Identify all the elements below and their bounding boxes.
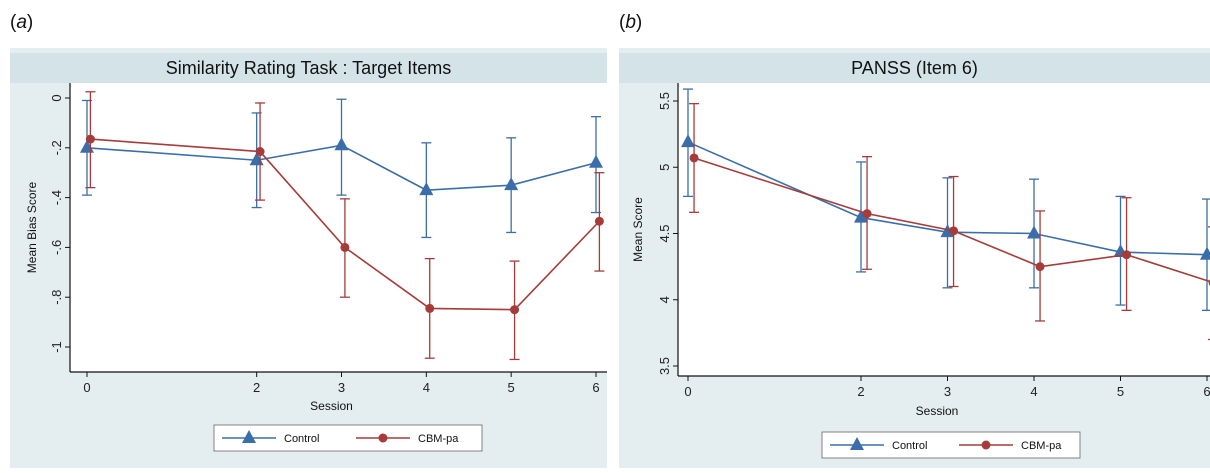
data-point-triangle bbox=[1027, 225, 1041, 239]
series-line bbox=[687, 141, 1208, 256]
title-strip bbox=[619, 53, 1210, 83]
legend-label: Control bbox=[892, 440, 927, 452]
data-point-triangle bbox=[334, 137, 349, 151]
series-line bbox=[90, 138, 600, 311]
data-point-circle bbox=[85, 134, 95, 144]
panel-b-label: (b) bbox=[619, 12, 643, 33]
legend: Control CBM-pa bbox=[821, 431, 1081, 459]
plot-content bbox=[681, 88, 1210, 341]
y-axis-title: Mean Bias Score bbox=[25, 181, 39, 273]
data-point-triangle bbox=[1200, 246, 1210, 260]
x-tick-label: 6 bbox=[592, 380, 599, 395]
x-tick-label: 2 bbox=[857, 384, 864, 399]
data-point-triangle bbox=[681, 134, 695, 148]
data-point-circle bbox=[340, 242, 350, 252]
y-tick-label: 4 bbox=[657, 296, 672, 303]
x-tick-label: 4 bbox=[423, 380, 430, 395]
legend-marker-triangle bbox=[850, 437, 864, 450]
x-tick-label: 3 bbox=[944, 384, 951, 399]
data-point-circle bbox=[425, 303, 435, 313]
series-cbm-pa bbox=[85, 91, 605, 361]
x-tick-label: 0 bbox=[83, 380, 90, 395]
legend: Control CBM-pa bbox=[213, 424, 483, 452]
data-point-circle bbox=[949, 226, 959, 236]
x-axis-title: Session bbox=[310, 399, 353, 413]
y-tick-label: -.8 bbox=[49, 290, 64, 305]
data-point-circle bbox=[510, 305, 520, 315]
y-tick-label: 3.5 bbox=[657, 357, 672, 375]
chart-title: Similarity Rating Task : Target Items bbox=[166, 58, 451, 78]
chart-panel-b: PANSS (Item 6) 5.5 5 4.5 4 3.5 0 2 3 4 5 6 Session Me… bbox=[619, 48, 1210, 468]
data-point-circle bbox=[255, 147, 265, 157]
data-point-triangle bbox=[504, 177, 519, 191]
x-tick-label: 0 bbox=[684, 384, 691, 399]
data-point-circle bbox=[1122, 250, 1132, 260]
y-tick-label: 5.5 bbox=[657, 92, 672, 110]
title-strip bbox=[10, 53, 607, 83]
chart-panel-a: Similarity Rating Task : Target Items 0 -.… bbox=[10, 48, 607, 468]
panel-a-label: (a) bbox=[10, 12, 34, 33]
chart-title: PANSS (Item 6) bbox=[851, 58, 978, 78]
data-point-circle bbox=[594, 216, 604, 226]
legend-label: CBM-pa bbox=[418, 433, 459, 445]
series-control bbox=[80, 98, 603, 239]
x-axis-title: Session bbox=[916, 404, 959, 418]
plot-area bbox=[70, 83, 607, 372]
x-tick-label: 5 bbox=[508, 380, 515, 395]
data-point-circle bbox=[1035, 262, 1045, 272]
series-cbm-pa bbox=[689, 103, 1210, 341]
y-tick-label: -.2 bbox=[49, 140, 64, 155]
y-tick-label: 4.5 bbox=[657, 224, 672, 242]
x-tick-label: 4 bbox=[1030, 384, 1037, 399]
x-tick-label: 5 bbox=[1117, 384, 1124, 399]
x-tick-label: 6 bbox=[1203, 384, 1210, 399]
data-point-triangle bbox=[854, 209, 868, 223]
data-point-triangle bbox=[589, 154, 603, 168]
legend-label: CBM-pa bbox=[1021, 440, 1062, 452]
y-axis-title: Mean Score bbox=[631, 197, 645, 262]
x-tick-label: 2 bbox=[253, 380, 260, 395]
data-point-circle bbox=[862, 209, 872, 219]
series-line bbox=[693, 157, 1210, 283]
legend-marker-circle bbox=[981, 440, 991, 450]
legend-marker-triangle bbox=[242, 430, 256, 443]
legend-marker-circle bbox=[378, 433, 388, 443]
y-tick-label: 0 bbox=[49, 94, 64, 101]
legend-label: Control bbox=[284, 433, 319, 445]
data-point-triangle bbox=[419, 182, 434, 196]
y-tick-label: -.6 bbox=[49, 240, 64, 255]
series-line bbox=[86, 144, 597, 191]
y-tick-label: 5 bbox=[657, 164, 672, 171]
x-tick-label: 3 bbox=[338, 380, 345, 395]
y-tick-label: -1 bbox=[49, 341, 64, 353]
legend-box bbox=[821, 431, 1081, 459]
data-point-circle bbox=[689, 153, 699, 163]
y-tick-label: -.4 bbox=[49, 190, 64, 205]
plot-content bbox=[80, 91, 605, 361]
series-control bbox=[681, 88, 1210, 312]
